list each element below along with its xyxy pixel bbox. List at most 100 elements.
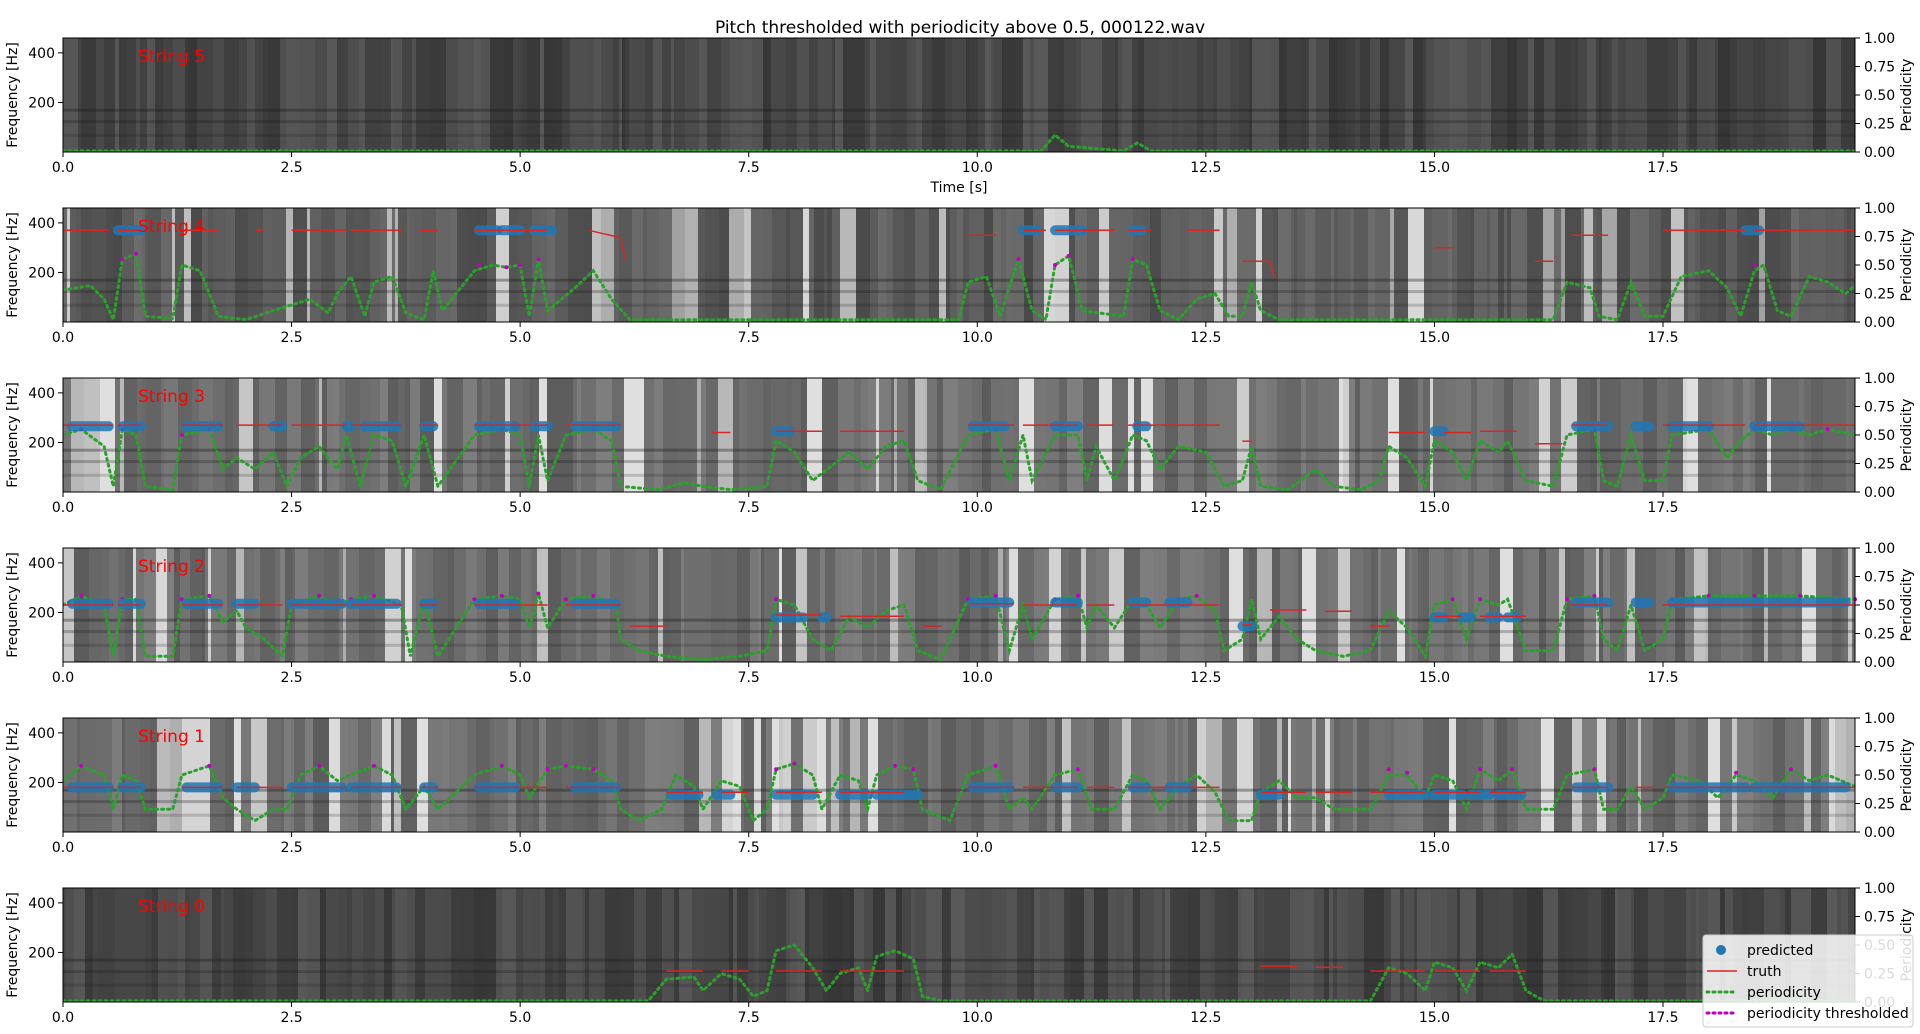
periodicity-thresholded-point	[993, 593, 998, 598]
spectrogram-column	[100, 378, 115, 492]
spectrogram-column	[178, 888, 185, 1002]
spectrogram-column	[167, 548, 174, 662]
spectrogram-column	[1412, 548, 1418, 662]
spectrogram-column	[663, 548, 670, 662]
spectrogram-column	[1811, 718, 1821, 832]
periodicity-thresholded-point	[1798, 593, 1803, 598]
spectrogram-column	[338, 888, 347, 1002]
spectrogram-column	[670, 548, 681, 662]
periodicity-thresholded-point	[317, 593, 321, 598]
spectrogram-column	[253, 378, 259, 492]
spectrogram-column	[1581, 208, 1584, 322]
string-label: String 2	[138, 557, 205, 577]
spectrogram-column	[729, 208, 744, 322]
y-axis-label: Frequency [Hz]	[5, 382, 21, 488]
spectrogram-column	[152, 888, 158, 1002]
x-tick-label: 5.0	[509, 160, 531, 176]
spectrogram-column	[1737, 38, 1753, 152]
legend-periodicity-label: periodicity	[1747, 985, 1821, 1001]
spectrogram-column	[759, 888, 766, 1002]
spectrogram-column	[1504, 208, 1507, 322]
spectrogram-column	[982, 378, 991, 492]
x-tick-label: 7.5	[738, 670, 760, 686]
spectrogram-column	[527, 38, 540, 152]
spectrogram-column	[1697, 38, 1710, 152]
spectrogram-column	[737, 548, 750, 662]
periodicity-thresholded-point	[1075, 593, 1080, 598]
spectrogram-column	[1610, 718, 1617, 832]
spectrogram-column	[1363, 548, 1371, 662]
x-tick-label: 15.0	[1419, 840, 1450, 856]
spectrogram-column	[405, 548, 412, 662]
periodicity-thresholded-point	[518, 263, 523, 267]
spectrogram-column	[161, 378, 164, 492]
spectrogram-column	[596, 378, 612, 492]
spectrogram-column	[1587, 38, 1596, 152]
spectrogram-column	[945, 38, 952, 152]
string-label: String 0	[138, 897, 205, 917]
spectrogram-column	[654, 378, 663, 492]
y2-tick-label: 0.50	[1864, 88, 1895, 104]
y2-axis-label: Periodicity	[1899, 739, 1915, 812]
spectrogram-column	[1791, 208, 1799, 322]
spectrogram-column	[1543, 208, 1554, 322]
spectrogram-column	[938, 548, 947, 662]
spectrogram-column	[395, 888, 407, 1002]
x-tick-label: 7.5	[738, 840, 760, 856]
spectrogram-column	[375, 888, 384, 1002]
spectrogram-column	[1571, 38, 1575, 152]
spectrogram-column	[233, 888, 245, 1002]
y-axis-label: Frequency [Hz]	[5, 552, 21, 658]
spectrogram-column	[122, 208, 134, 322]
spectrogram-column	[1227, 208, 1237, 322]
spectrogram-column	[1636, 208, 1649, 322]
spectrogram-column	[764, 548, 779, 662]
spectrogram-column	[1710, 38, 1715, 152]
spectrogram-column	[1760, 718, 1773, 832]
spectrogram-column	[645, 718, 660, 832]
spectrogram-column	[360, 378, 370, 492]
spectrogram-column	[1301, 38, 1306, 152]
spectrogram-column	[233, 378, 239, 492]
spectrogram-column	[234, 718, 241, 832]
spectrogram-column	[339, 378, 345, 492]
spectrogram-column	[1046, 378, 1059, 492]
spectrogram-column	[319, 378, 322, 492]
spectrogram-column	[1841, 38, 1855, 152]
spectrogram-column	[115, 888, 131, 1002]
spectrogram-column	[410, 208, 422, 322]
spectrogram-column	[108, 888, 115, 1002]
spectrogram-column	[1380, 38, 1389, 152]
spectrogram-column	[1370, 38, 1380, 152]
spectrogram-column	[530, 378, 533, 492]
spectrogram-column	[416, 38, 430, 152]
spectrogram-column	[476, 718, 490, 832]
periodicity-thresholded-point	[504, 265, 509, 270]
spectrogram-column	[1094, 718, 1109, 832]
spectrogram-column	[1334, 718, 1340, 832]
y2-tick-label: 0.25	[1864, 457, 1895, 473]
spectrogram-column	[737, 888, 748, 1002]
spectrogram-column	[1388, 378, 1399, 492]
spectrogram-column	[1805, 38, 1813, 152]
spectrogram-column	[679, 888, 692, 1002]
spectrogram-column	[155, 38, 163, 152]
legend-periodicity-thresholded-label: periodicity thresholded	[1747, 1006, 1909, 1022]
spectrogram-column	[729, 888, 733, 1002]
spectrogram-column	[490, 378, 505, 492]
spectrogram-column	[1116, 888, 1124, 1002]
spectrogram-column	[1668, 38, 1678, 152]
spectrogram-column	[239, 378, 253, 492]
periodicity-thresholded-point	[472, 597, 477, 602]
spectrogram-column	[540, 38, 544, 152]
spectrogram-column	[1555, 38, 1571, 152]
spectrogram-column	[340, 718, 348, 832]
spectrogram-column	[251, 718, 267, 832]
spectrogram-column	[448, 548, 454, 662]
spectrogram-column	[442, 378, 447, 492]
spectrogram-column	[163, 38, 173, 152]
spectrogram-column	[398, 378, 405, 492]
spectrogram-column	[1655, 38, 1668, 152]
periodicity-thresholded-point	[499, 763, 504, 768]
spectrogram-column	[402, 38, 412, 152]
